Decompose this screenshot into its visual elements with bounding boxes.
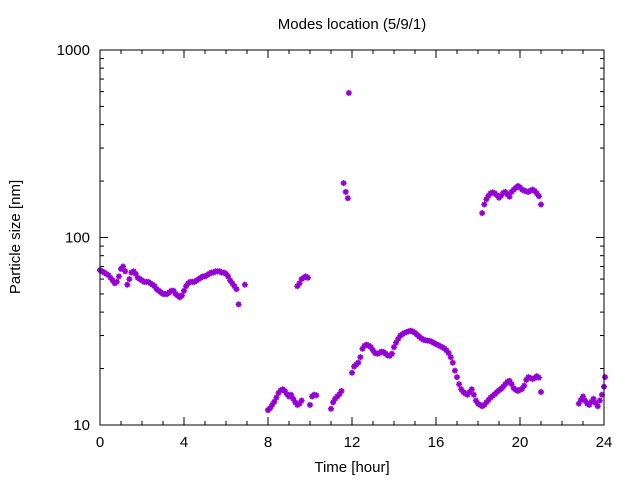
data-point [115, 273, 122, 280]
data-point [298, 397, 305, 404]
data-point [535, 374, 542, 381]
data-point [538, 388, 544, 395]
data-point [241, 281, 248, 288]
data-point [227, 277, 234, 284]
axis-ticks: 0 4 8 12 16 20 24 10 100 1000 [57, 42, 613, 451]
tick-label: 16 [428, 434, 445, 451]
tick-label: 10 [73, 417, 90, 434]
data-point [451, 367, 458, 374]
data-point [481, 201, 488, 208]
data-point [126, 276, 133, 283]
data-point [122, 268, 129, 275]
data-point [594, 403, 601, 410]
tick-label: 24 [596, 434, 613, 451]
data-point [596, 397, 603, 404]
data-point [235, 301, 242, 308]
x-axis-label: Time [hour] [314, 459, 389, 476]
data-point [447, 354, 454, 361]
tick-label: 8 [264, 434, 272, 451]
plot-frame [99, 49, 605, 426]
data-point [449, 359, 456, 366]
data-point [120, 263, 127, 270]
data-point [506, 193, 513, 200]
data-point [535, 193, 542, 200]
data-point [357, 354, 364, 361]
data-point [113, 278, 120, 285]
data-point [355, 359, 362, 366]
data-point [344, 195, 351, 202]
data-point [456, 381, 463, 388]
tick-label: 1000 [57, 42, 90, 59]
data-point [521, 382, 528, 389]
data-point [602, 374, 609, 381]
data-point [538, 201, 544, 208]
tick-label: 0 [96, 434, 104, 451]
data-point [479, 210, 486, 217]
tick-label: 20 [512, 434, 529, 451]
data-point [340, 180, 347, 187]
data-point [598, 391, 605, 398]
data-point [273, 394, 280, 401]
tick-label: 12 [344, 434, 361, 451]
data-point [181, 287, 187, 294]
data-point [124, 281, 131, 288]
data-point [345, 89, 352, 96]
data-point [342, 188, 349, 195]
y-axis-label: Particle size [nm] [7, 180, 24, 294]
data-point [307, 401, 313, 408]
data-point [304, 274, 311, 281]
data-point [338, 387, 345, 394]
tick-label: 4 [180, 434, 188, 451]
chart-title: Modes location (5/9/1) [278, 16, 426, 33]
data-point [178, 292, 185, 299]
data-point [468, 386, 475, 393]
data-point [328, 405, 334, 412]
data-point [470, 391, 477, 398]
data-point [575, 400, 582, 407]
data-points [97, 89, 609, 414]
tick-label: 100 [65, 230, 90, 247]
data-point [349, 369, 355, 376]
data-point [454, 374, 460, 381]
data-point [391, 344, 397, 351]
data-point [388, 350, 395, 357]
data-point [233, 286, 240, 293]
data-point [313, 392, 320, 399]
